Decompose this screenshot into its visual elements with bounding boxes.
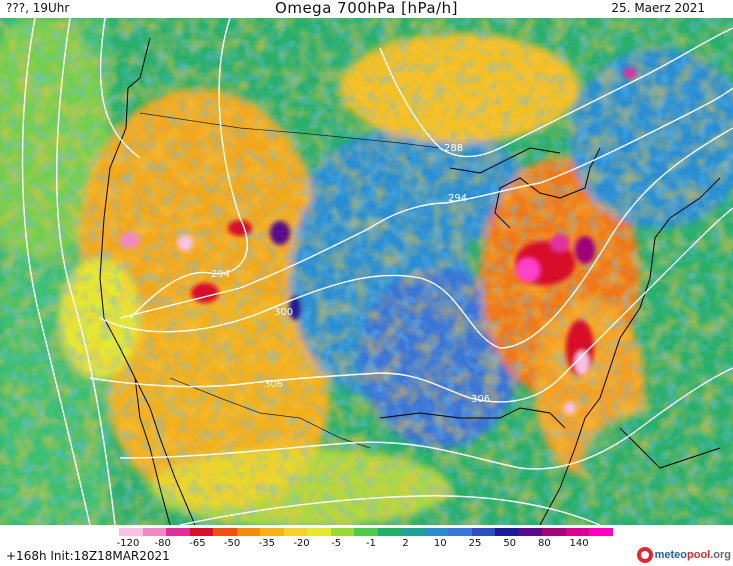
- legend-tick-label: -65: [189, 538, 206, 549]
- legend-swatch: [307, 528, 331, 536]
- contour-label: 288: [444, 143, 463, 154]
- forecast-init: +168h Init:18Z18MAR2021: [6, 549, 170, 563]
- legend-swatch: [166, 528, 190, 536]
- logo-text-tld: .org: [710, 549, 731, 561]
- legend-tick-label: -120: [116, 538, 140, 549]
- logo-text: meteopool.org: [655, 549, 731, 561]
- footer: -120 -80 -65 -50 -35 -20 -5 -1 2 10 25 50 80 140 +168…: [0, 525, 733, 566]
- legend-swatch: [518, 528, 542, 536]
- legend-tick-label: 25: [468, 538, 482, 549]
- contour-label: 294: [448, 193, 467, 204]
- legend-swatch: [189, 528, 213, 536]
- contour-label: 294: [211, 269, 230, 280]
- meteopool-logo-icon: [636, 547, 653, 563]
- legend-swatch: [354, 528, 378, 536]
- legend-swatch: [377, 528, 401, 536]
- contour-label: 306: [264, 379, 283, 390]
- legend-tick-label: -80: [154, 538, 171, 549]
- map-title: Omega 700hPa [hPa/h]: [275, 0, 458, 17]
- legend-swatch: [103, 528, 119, 536]
- legend-tick-label: 2: [402, 538, 409, 549]
- legend-tick-label: -35: [258, 538, 275, 549]
- legend-swatch: [119, 528, 143, 536]
- legend-swatch: [236, 528, 260, 536]
- logo-text-accent: pool: [687, 549, 711, 561]
- legend-swatch: [283, 528, 307, 536]
- coastlines: [99, 37, 721, 525]
- legend-swatch: [589, 528, 613, 536]
- omega-field-svg: 288 294 294 300 306 306: [0, 18, 733, 525]
- legend-swatch: [260, 528, 284, 536]
- legend-swatch: [142, 528, 166, 536]
- legend-swatch: [565, 528, 589, 536]
- header-date: 25. Maerz 2021: [611, 1, 705, 15]
- meteopool-logo[interactable]: meteopool.org: [636, 546, 731, 564]
- contour-label: 300: [274, 307, 293, 318]
- height-contours: [21, 18, 733, 525]
- legend-tick-label: 50: [503, 538, 517, 549]
- legend-tick-label: -1: [365, 538, 376, 549]
- contour-labels: 288 294 294 300 306 306: [211, 143, 490, 405]
- legend-swatch: [330, 528, 354, 536]
- legend-tick-label: 140: [569, 538, 589, 549]
- omega-maxima: [120, 67, 636, 414]
- omega-map: 288 294 294 300 306 306: [0, 18, 733, 525]
- legend-swatch: [424, 528, 448, 536]
- legend-swatch: [213, 528, 237, 536]
- political-borders: [139, 112, 441, 449]
- legend-tick-label: 10: [433, 538, 447, 549]
- color-legend: [103, 528, 613, 536]
- legend-tick-label: -5: [331, 538, 342, 549]
- legend-tick-label: -20: [293, 538, 310, 549]
- header-valid-time: ???, 19Uhr: [6, 1, 70, 15]
- legend-tick-label: -50: [223, 538, 241, 549]
- legend-swatch: [542, 528, 566, 536]
- legend-tick-label: 80: [538, 538, 551, 549]
- legend-swatch: [401, 528, 425, 536]
- header: ???, 19Uhr Omega 700hPa [hPa/h] 25. Maer…: [0, 0, 733, 18]
- contour-label: 306: [471, 394, 490, 405]
- legend-swatch: [448, 528, 472, 536]
- legend-swatch: [495, 528, 519, 536]
- logo-text-main: meteo: [654, 549, 687, 561]
- legend-swatch: [471, 528, 495, 536]
